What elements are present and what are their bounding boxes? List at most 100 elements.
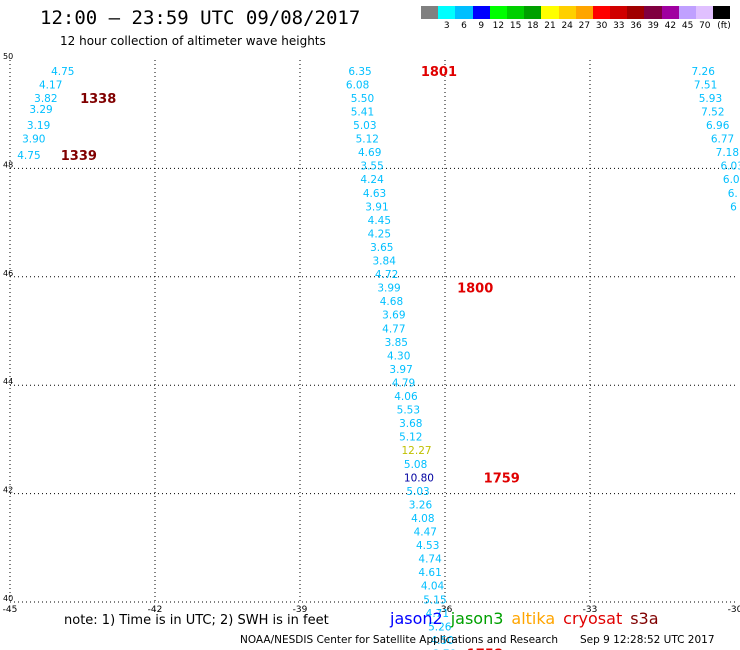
mission-cryosat: cryosat xyxy=(563,609,623,628)
generated-timestamp: Sep 9 12:28:52 UTC 2017 xyxy=(580,634,715,646)
mission-s3a: s3a xyxy=(630,609,659,628)
wave-height-value: 5.12 xyxy=(356,134,379,146)
legend-label-15: 15 xyxy=(509,21,522,31)
wave-height-value: 6. xyxy=(728,188,738,200)
lat-tick-label: 44 xyxy=(3,377,13,386)
wave-height-value: 4.72 xyxy=(375,269,398,281)
wave-height-value: 4.63 xyxy=(363,188,386,200)
wave-height-value: 4.77 xyxy=(382,323,405,335)
wave-height-value: 4.24 xyxy=(360,174,384,186)
wave-height-value: 5.12 xyxy=(399,432,422,444)
legend-label-39: 39 xyxy=(647,21,659,31)
lon-tick-label: -42 xyxy=(148,605,163,615)
wave-height-value: 5.03 xyxy=(353,120,376,132)
lon-tick-label: -30 xyxy=(728,605,740,615)
pass-time-label: 1801 xyxy=(421,65,457,80)
legend-label-30: 30 xyxy=(595,21,608,31)
legend-swatch-11 xyxy=(610,6,628,19)
wave-height-value: 3.68 xyxy=(399,418,422,430)
wave-height-value: 4.53 xyxy=(416,540,439,552)
legend-label-70: 70 xyxy=(699,21,711,31)
footer-note: note: 1) Time is in UTC; 2) SWH is in fe… xyxy=(64,613,329,628)
wave-height-value: 3.69 xyxy=(382,310,405,322)
mission-jason3: jason3 xyxy=(450,609,504,628)
legend-swatch-7 xyxy=(541,6,559,19)
wave-height-value: 12.27 xyxy=(402,445,432,457)
wave-height-value: 4.47 xyxy=(414,527,437,539)
wave-height-value: 3.65 xyxy=(370,242,393,254)
wave-height-value: 4.45 xyxy=(368,215,391,227)
wave-height-value: 3.78 xyxy=(433,648,456,650)
lat-tick-label: 50 xyxy=(3,52,13,61)
wave-height-value: 4.75 xyxy=(51,66,74,78)
credit-text: NOAA/NESDIS Center for Satellite Applica… xyxy=(240,634,558,646)
wave-height-value: 3.90 xyxy=(22,134,45,146)
wave-height-value: 4.69 xyxy=(358,147,381,159)
legend-label-9: 9 xyxy=(478,21,485,31)
wave-height-value: 6.77 xyxy=(711,134,734,146)
wave-height-value: 3.19 xyxy=(27,120,50,132)
legend-swatch-15 xyxy=(678,6,696,19)
legend-swatches xyxy=(421,6,731,19)
wave-height-value: 4.30 xyxy=(387,350,410,362)
legend-swatch-12 xyxy=(627,6,645,19)
legend-label-3: 3 xyxy=(443,21,450,31)
lon-tick-label: -45 xyxy=(3,605,18,615)
lat-tick-label: 42 xyxy=(3,486,13,495)
wave-height-value: 5.50 xyxy=(351,93,374,105)
legend-label-33: 33 xyxy=(613,21,625,31)
lat-tick-label: 48 xyxy=(3,160,13,169)
wave-height-value: 5.53 xyxy=(397,405,420,417)
legend-label-24: 24 xyxy=(561,21,573,31)
legend-label-21: 21 xyxy=(544,21,556,31)
legend-swatch-5 xyxy=(506,6,525,19)
wave-height-value: 3.82 xyxy=(34,93,57,105)
legend-swatch-3 xyxy=(472,6,490,19)
wave-height-value: 3.85 xyxy=(385,337,408,349)
pass-time-label: 1759 xyxy=(484,471,520,486)
lon-tick-label: -33 xyxy=(583,605,598,615)
legend-swatch-0 xyxy=(421,6,439,19)
wave-height-value: 4.75 xyxy=(17,150,40,162)
wave-height-value: 4.79 xyxy=(392,377,415,389)
mission-legend: jason2 jason3 altika cryosat s3a xyxy=(390,609,667,628)
lon-tick-label: -39 xyxy=(293,605,308,615)
legend-labels: 3 6 9 12 15 18 21 24 27 30 33 36 39 42 45 70 (ft) xyxy=(421,19,731,31)
mission-altika: altika xyxy=(511,609,556,628)
wave-height-value: 4.68 xyxy=(380,296,403,308)
pass-time-label: 1339 xyxy=(61,149,97,164)
wave-height-value: 4.25 xyxy=(368,228,391,240)
wave-height-value: 6.35 xyxy=(348,66,371,78)
wave-height-value: 3.91 xyxy=(365,201,388,213)
legend-unit: (ft) xyxy=(717,21,731,31)
wave-height-value: 3.29 xyxy=(29,104,52,116)
wave-height-value: 5.26 xyxy=(428,621,452,633)
legend-swatch-14 xyxy=(661,6,679,19)
wave-height-value: 6.08 xyxy=(346,79,369,91)
map-title: 12:00 — 23:59 UTC 09/08/2017 xyxy=(40,7,361,29)
wave-height-value: 4.61 xyxy=(418,567,441,579)
wave-height-value: 6.0 xyxy=(723,174,740,186)
lon-tick-label: -36 xyxy=(438,605,453,615)
mission-jason2: jason2 xyxy=(390,609,443,628)
wave-height-value: 5.41 xyxy=(351,106,374,118)
legend-label-36: 36 xyxy=(630,21,642,31)
legend-swatch-10 xyxy=(592,6,611,19)
legend-label-27: 27 xyxy=(578,21,591,31)
wave-height-value: 4.08 xyxy=(411,513,434,525)
legend-swatch-8 xyxy=(558,6,576,19)
wave-height-value: 4.71 xyxy=(426,608,449,620)
wave-height-value: 3.55 xyxy=(360,161,383,173)
wave-height-value: 7.51 xyxy=(694,79,717,91)
map-subtitle: 12 hour collection of altimeter wave hei… xyxy=(60,34,326,48)
legend-swatch-4 xyxy=(489,6,507,19)
wave-height-value: 6.96 xyxy=(706,120,730,132)
legend-swatch-17 xyxy=(713,6,731,19)
wave-height-value: 3.97 xyxy=(389,364,412,376)
legend-label-12: 12 xyxy=(492,21,505,31)
legend-swatch-1 xyxy=(438,6,456,19)
wave-height-value: 7.18 xyxy=(716,147,739,159)
legend-label-45: 45 xyxy=(681,21,694,31)
legend-swatch-13 xyxy=(644,6,662,19)
